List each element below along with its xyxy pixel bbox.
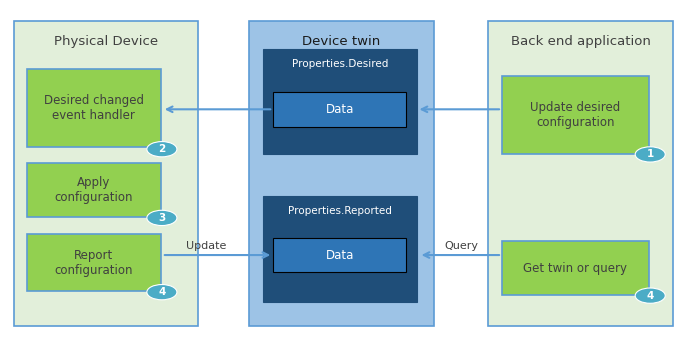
Text: Get twin or query: Get twin or query xyxy=(523,262,628,274)
FancyBboxPatch shape xyxy=(27,234,161,291)
Text: Properties.Desired: Properties.Desired xyxy=(292,59,388,69)
Text: Update: Update xyxy=(186,240,227,251)
Text: Data: Data xyxy=(326,103,354,116)
FancyBboxPatch shape xyxy=(249,21,434,326)
Text: Desired changed
event handler: Desired changed event handler xyxy=(44,94,144,122)
FancyBboxPatch shape xyxy=(263,49,417,154)
Text: Data: Data xyxy=(326,248,354,262)
Text: 3: 3 xyxy=(158,213,165,223)
FancyBboxPatch shape xyxy=(273,238,406,272)
FancyBboxPatch shape xyxy=(273,92,406,127)
Text: Device twin: Device twin xyxy=(303,35,380,48)
Text: Physical Device: Physical Device xyxy=(54,35,158,48)
FancyBboxPatch shape xyxy=(502,76,649,154)
Circle shape xyxy=(147,285,177,300)
FancyBboxPatch shape xyxy=(14,21,198,326)
Circle shape xyxy=(147,142,177,157)
FancyBboxPatch shape xyxy=(502,241,649,295)
Text: Apply
configuration: Apply configuration xyxy=(55,176,133,204)
Text: 4: 4 xyxy=(647,291,654,301)
FancyBboxPatch shape xyxy=(27,163,161,217)
FancyBboxPatch shape xyxy=(488,21,673,326)
Text: 1: 1 xyxy=(647,150,654,159)
Circle shape xyxy=(635,147,665,162)
Text: Update desired
configuration: Update desired configuration xyxy=(530,101,621,129)
FancyBboxPatch shape xyxy=(263,196,417,302)
Text: Properties.Reported: Properties.Reported xyxy=(288,206,392,217)
Text: Report
configuration: Report configuration xyxy=(55,249,133,277)
Text: Back end application: Back end application xyxy=(511,35,650,48)
Text: 4: 4 xyxy=(158,287,165,297)
Circle shape xyxy=(147,210,177,226)
Text: 2: 2 xyxy=(158,144,165,154)
Circle shape xyxy=(635,288,665,303)
Text: Query: Query xyxy=(445,240,479,251)
FancyBboxPatch shape xyxy=(27,69,161,147)
